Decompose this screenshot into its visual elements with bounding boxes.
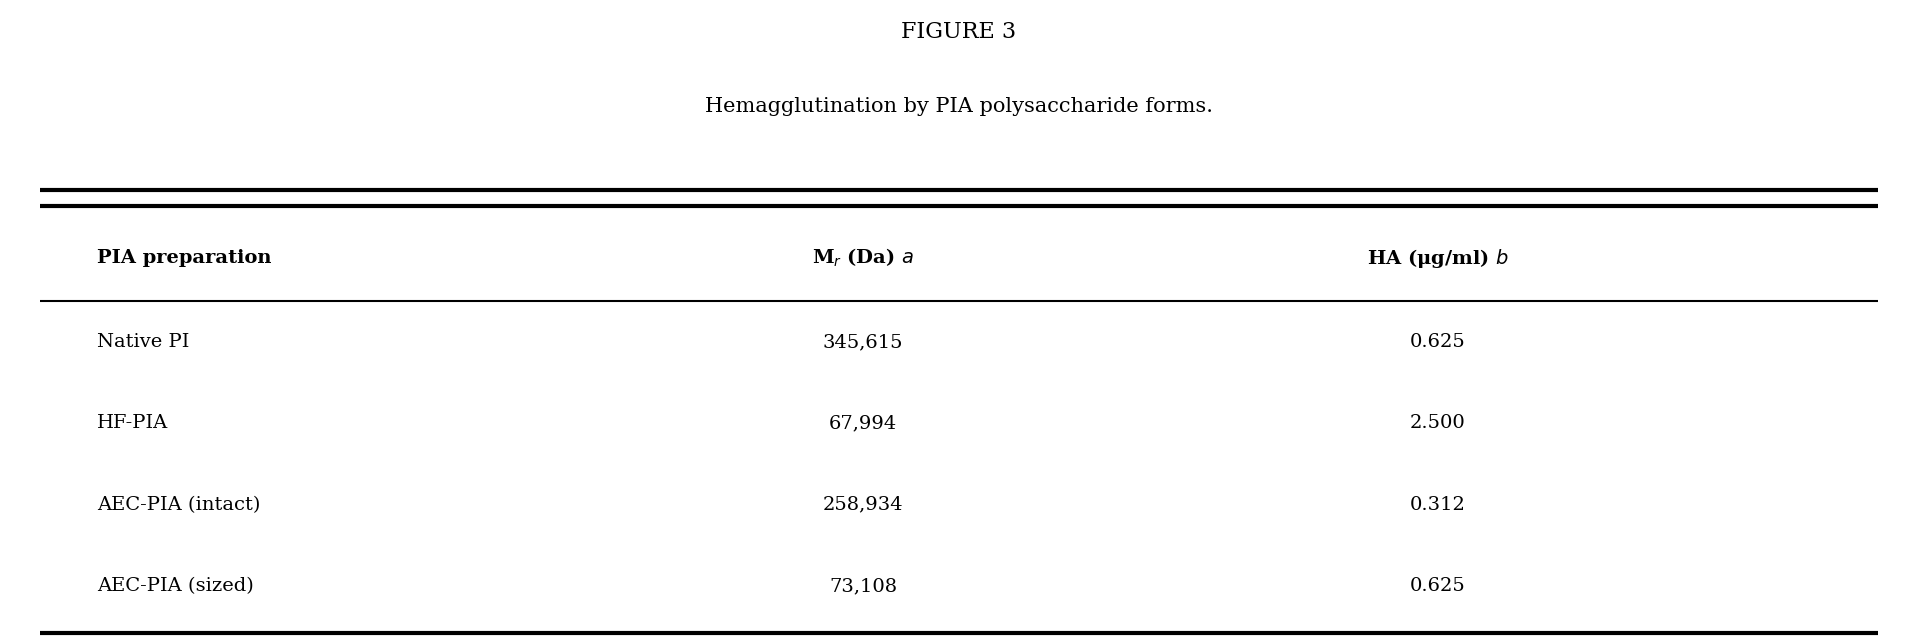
Text: 0.625: 0.625	[1410, 333, 1465, 351]
Text: 0.625: 0.625	[1410, 577, 1465, 595]
Text: 73,108: 73,108	[829, 577, 898, 595]
Text: 0.312: 0.312	[1410, 495, 1465, 514]
Text: Native PI: Native PI	[98, 333, 190, 351]
Text: 2.500: 2.500	[1410, 415, 1465, 433]
Text: 67,994: 67,994	[829, 415, 898, 433]
Text: AEC-PIA (intact): AEC-PIA (intact)	[98, 495, 261, 514]
Text: AEC-PIA (sized): AEC-PIA (sized)	[98, 577, 253, 595]
Text: HF-PIA: HF-PIA	[98, 415, 169, 433]
Text: M$_r$ (Da) $a$: M$_r$ (Da) $a$	[811, 247, 915, 269]
Text: PIA preparation: PIA preparation	[98, 249, 272, 267]
Text: FIGURE 3: FIGURE 3	[901, 21, 1017, 42]
Text: 258,934: 258,934	[823, 495, 903, 514]
Text: 345,615: 345,615	[823, 333, 903, 351]
Text: HA (μg/ml) $b$: HA (μg/ml) $b$	[1368, 247, 1509, 270]
Text: Hemagglutination by PIA polysaccharide forms.: Hemagglutination by PIA polysaccharide f…	[706, 97, 1212, 116]
